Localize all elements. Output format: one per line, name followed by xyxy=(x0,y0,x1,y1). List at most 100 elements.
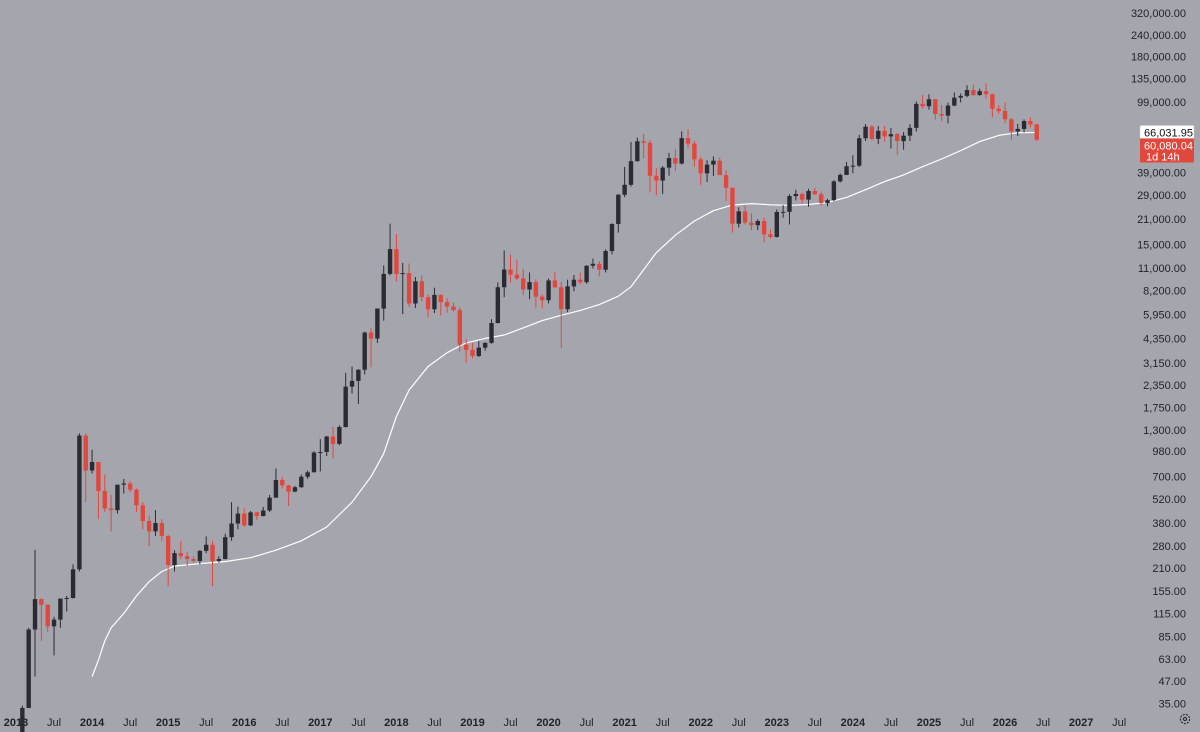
candle[interactable] xyxy=(635,137,640,162)
candle[interactable] xyxy=(140,502,145,530)
y-axis[interactable]: 320,000.00 240,000.00 180,000.00 135,000.00… xyxy=(1131,8,1186,711)
candle[interactable] xyxy=(261,506,266,517)
candle[interactable] xyxy=(692,140,697,167)
candle[interactable] xyxy=(96,462,101,520)
candle[interactable] xyxy=(419,275,424,302)
candle[interactable] xyxy=(280,476,285,489)
candle[interactable] xyxy=(723,170,729,202)
candle[interactable] xyxy=(406,263,412,307)
candle[interactable] xyxy=(159,519,165,541)
candle[interactable] xyxy=(318,439,323,472)
candle[interactable] xyxy=(70,564,76,599)
candle[interactable] xyxy=(45,604,50,632)
candle[interactable] xyxy=(647,140,653,193)
candle[interactable] xyxy=(609,223,615,255)
candle[interactable] xyxy=(102,474,107,512)
candle[interactable] xyxy=(153,510,158,536)
candle[interactable] xyxy=(235,506,241,530)
candle[interactable] xyxy=(812,187,818,196)
candle[interactable] xyxy=(806,188,811,207)
candle[interactable] xyxy=(229,502,234,541)
candle[interactable] xyxy=(508,254,513,283)
candle[interactable] xyxy=(869,125,875,141)
candle[interactable] xyxy=(996,105,1001,114)
candle[interactable] xyxy=(324,435,329,457)
candle[interactable] xyxy=(248,510,253,527)
candle[interactable] xyxy=(590,258,596,269)
candle[interactable] xyxy=(1021,119,1027,133)
candle[interactable] xyxy=(489,319,494,344)
candle[interactable] xyxy=(774,209,779,238)
candle[interactable] xyxy=(926,94,932,110)
candle[interactable] xyxy=(292,485,298,493)
candle[interactable] xyxy=(939,104,944,122)
candle[interactable] xyxy=(787,194,792,225)
candle[interactable] xyxy=(952,92,957,107)
candle[interactable] xyxy=(273,468,279,498)
candle[interactable] xyxy=(58,598,63,628)
candle[interactable] xyxy=(216,556,222,563)
candle[interactable] xyxy=(673,149,678,172)
candle[interactable] xyxy=(286,484,291,507)
candle[interactable] xyxy=(451,302,456,312)
candle[interactable] xyxy=(983,83,989,99)
candle[interactable] xyxy=(77,433,82,572)
candle[interactable] xyxy=(108,494,114,532)
candle[interactable] xyxy=(584,265,589,284)
gear-icon[interactable] xyxy=(1178,712,1192,726)
candle[interactable] xyxy=(1034,123,1039,142)
candle[interactable] xyxy=(698,156,703,185)
candle[interactable] xyxy=(799,192,805,204)
candle[interactable] xyxy=(482,342,488,351)
candle[interactable] xyxy=(920,95,925,109)
candle[interactable] xyxy=(349,366,355,394)
candle[interactable] xyxy=(559,281,564,348)
candle[interactable] xyxy=(914,101,919,132)
candle[interactable] xyxy=(717,157,722,176)
candle[interactable] xyxy=(337,425,342,446)
candle[interactable] xyxy=(616,193,621,233)
candle[interactable] xyxy=(660,166,665,194)
candle[interactable] xyxy=(343,372,348,428)
candle[interactable] xyxy=(603,249,608,273)
candle[interactable] xyxy=(457,307,462,352)
candle[interactable] xyxy=(597,260,602,277)
candle[interactable] xyxy=(121,478,126,494)
candle[interactable] xyxy=(375,308,380,343)
candle[interactable] xyxy=(552,271,558,289)
candle[interactable] xyxy=(780,205,786,218)
candle[interactable] xyxy=(134,488,139,512)
candle[interactable] xyxy=(527,272,532,300)
candle[interactable] xyxy=(223,533,228,560)
candle[interactable] xyxy=(641,133,646,159)
candle[interactable] xyxy=(761,217,767,243)
candle[interactable] xyxy=(933,99,938,120)
candle[interactable] xyxy=(165,534,171,587)
candle[interactable] xyxy=(964,85,970,98)
candle[interactable] xyxy=(711,156,716,176)
candle[interactable] xyxy=(387,223,393,276)
candle[interactable] xyxy=(907,124,913,142)
candle[interactable] xyxy=(895,132,900,156)
candle[interactable] xyxy=(242,508,247,528)
candle[interactable] xyxy=(514,259,520,281)
candle[interactable] xyxy=(26,627,31,708)
candle[interactable] xyxy=(882,125,887,142)
candle[interactable] xyxy=(540,294,545,309)
candle[interactable] xyxy=(850,155,856,174)
candle[interactable] xyxy=(768,229,773,239)
candle[interactable] xyxy=(305,470,310,479)
candle[interactable] xyxy=(191,556,196,563)
candle[interactable] xyxy=(400,262,405,315)
candle[interactable] xyxy=(1015,123,1020,137)
candle[interactable] xyxy=(330,426,336,459)
candle[interactable] xyxy=(64,595,69,612)
candle[interactable] xyxy=(89,449,95,474)
candle[interactable] xyxy=(628,141,634,187)
candle[interactable] xyxy=(857,134,862,168)
candle[interactable] xyxy=(83,433,88,503)
candle[interactable] xyxy=(172,550,177,572)
candle[interactable] xyxy=(571,275,577,292)
candle[interactable] xyxy=(438,294,443,316)
